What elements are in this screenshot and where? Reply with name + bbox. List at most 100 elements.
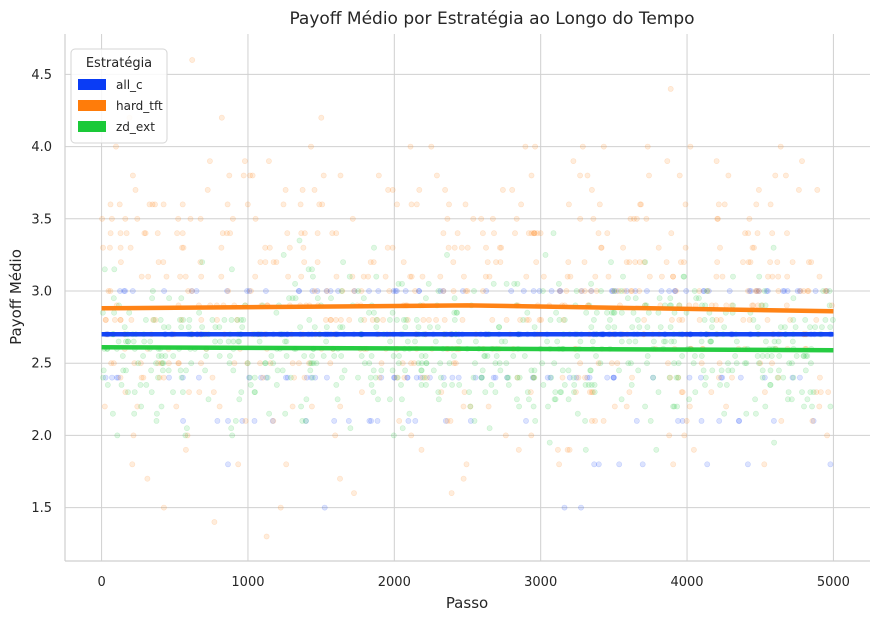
point-hard_tft [679, 389, 686, 395]
point-all_c [224, 288, 230, 294]
point-all_c [402, 288, 409, 294]
point-hard_tft [723, 302, 730, 309]
point-zd_ext [490, 280, 497, 287]
point-zd_ext [644, 360, 650, 367]
point-hard_tft [806, 259, 812, 265]
point-all_c [225, 417, 231, 424]
point-hard_tft [339, 288, 346, 294]
point-hard_tft [160, 504, 167, 511]
point-all_c [529, 374, 536, 381]
point-hard_tft [592, 273, 599, 280]
point-zd_ext [309, 353, 315, 359]
point-zd_ext [776, 367, 782, 374]
point-zd_ext [571, 381, 578, 388]
point-zd_ext [138, 403, 144, 410]
point-zd_ext [305, 266, 312, 273]
point-hard_tft [598, 244, 605, 251]
point-hard_tft [280, 201, 287, 208]
point-zd_ext [299, 417, 306, 424]
point-zd_ext [753, 410, 759, 417]
point-hard_tft [297, 201, 304, 208]
point-zd_ext [217, 338, 224, 345]
point-hard_tft [197, 259, 204, 265]
point-hard_tft [109, 215, 115, 222]
point-hard_tft [418, 446, 425, 453]
chart-title: Payoff Médio por Estratégia ao Longo do … [289, 9, 694, 29]
point-zd_ext [355, 374, 361, 381]
point-zd_ext [423, 360, 430, 367]
point-hard_tft [523, 316, 530, 323]
point-zd_ext [378, 367, 385, 374]
legend-label-all_c: all_c [116, 78, 143, 92]
point-zd_ext [148, 389, 155, 395]
point-all_c [812, 288, 819, 294]
point-all_c [258, 374, 264, 381]
point-zd_ext [771, 439, 777, 446]
point-zd_ext [451, 295, 458, 302]
point-zd_ext [358, 353, 365, 359]
point-zd_ext [761, 288, 768, 294]
point-all_c [393, 288, 400, 294]
point-zd_ext [629, 324, 636, 330]
point-hard_tft [626, 259, 633, 265]
point-all_c [748, 288, 754, 294]
point-zd_ext [115, 338, 122, 345]
point-zd_ext [262, 360, 269, 367]
point-zd_ext [366, 309, 372, 316]
point-zd_ext [759, 374, 766, 381]
point-zd_ext [587, 367, 594, 374]
point-hard_tft [327, 316, 334, 323]
point-hard_tft [299, 186, 306, 193]
point-all_c [296, 288, 303, 294]
point-zd_ext [395, 280, 402, 287]
point-hard_tft [666, 432, 673, 439]
point-hard_tft [721, 201, 728, 208]
point-all_c [588, 288, 595, 294]
point-zd_ext [486, 425, 493, 432]
point-zd_ext [630, 309, 637, 316]
point-hard_tft [767, 201, 774, 208]
point-hard_tft [713, 273, 720, 280]
point-hard_tft [749, 244, 756, 251]
point-zd_ext [785, 396, 791, 403]
point-all_c [639, 461, 646, 468]
point-zd_ext [616, 367, 622, 374]
point-zd_ext [178, 324, 185, 330]
point-hard_tft [740, 316, 747, 323]
point-zd_ext [645, 309, 652, 316]
point-zd_ext [610, 309, 617, 316]
point-all_c [416, 288, 422, 294]
point-zd_ext [310, 360, 317, 367]
point-zd_ext [520, 316, 527, 323]
point-all_c [378, 374, 385, 381]
point-hard_tft [107, 201, 114, 208]
point-hard_tft [482, 273, 489, 280]
grid-lines [65, 34, 870, 561]
point-all_c [282, 374, 289, 381]
point-zd_ext [502, 338, 509, 345]
point-hard_tft [160, 259, 167, 265]
point-zd_ext [212, 324, 219, 330]
point-zd_ext [149, 288, 156, 294]
point-hard_tft [428, 143, 435, 150]
point-zd_ext [158, 403, 165, 410]
point-zd_ext [188, 360, 195, 367]
point-zd_ext [756, 360, 762, 367]
point-zd_ext [435, 396, 442, 403]
point-all_c [556, 288, 563, 294]
point-all_c [797, 374, 803, 381]
point-zd_ext [591, 389, 598, 395]
point-hard_tft [225, 288, 231, 294]
point-all_c [166, 374, 172, 381]
point-hard_tft [318, 114, 325, 121]
point-zd_ext [234, 316, 241, 323]
point-hard_tft [259, 374, 266, 381]
point-all_c [129, 288, 136, 294]
point-all_c [764, 288, 771, 294]
point-all_c [327, 288, 334, 294]
point-zd_ext [820, 288, 826, 294]
point-zd_ext [587, 367, 594, 374]
point-zd_ext [131, 410, 138, 417]
point-zd_ext [398, 396, 405, 403]
point-zd_ext [456, 338, 462, 345]
